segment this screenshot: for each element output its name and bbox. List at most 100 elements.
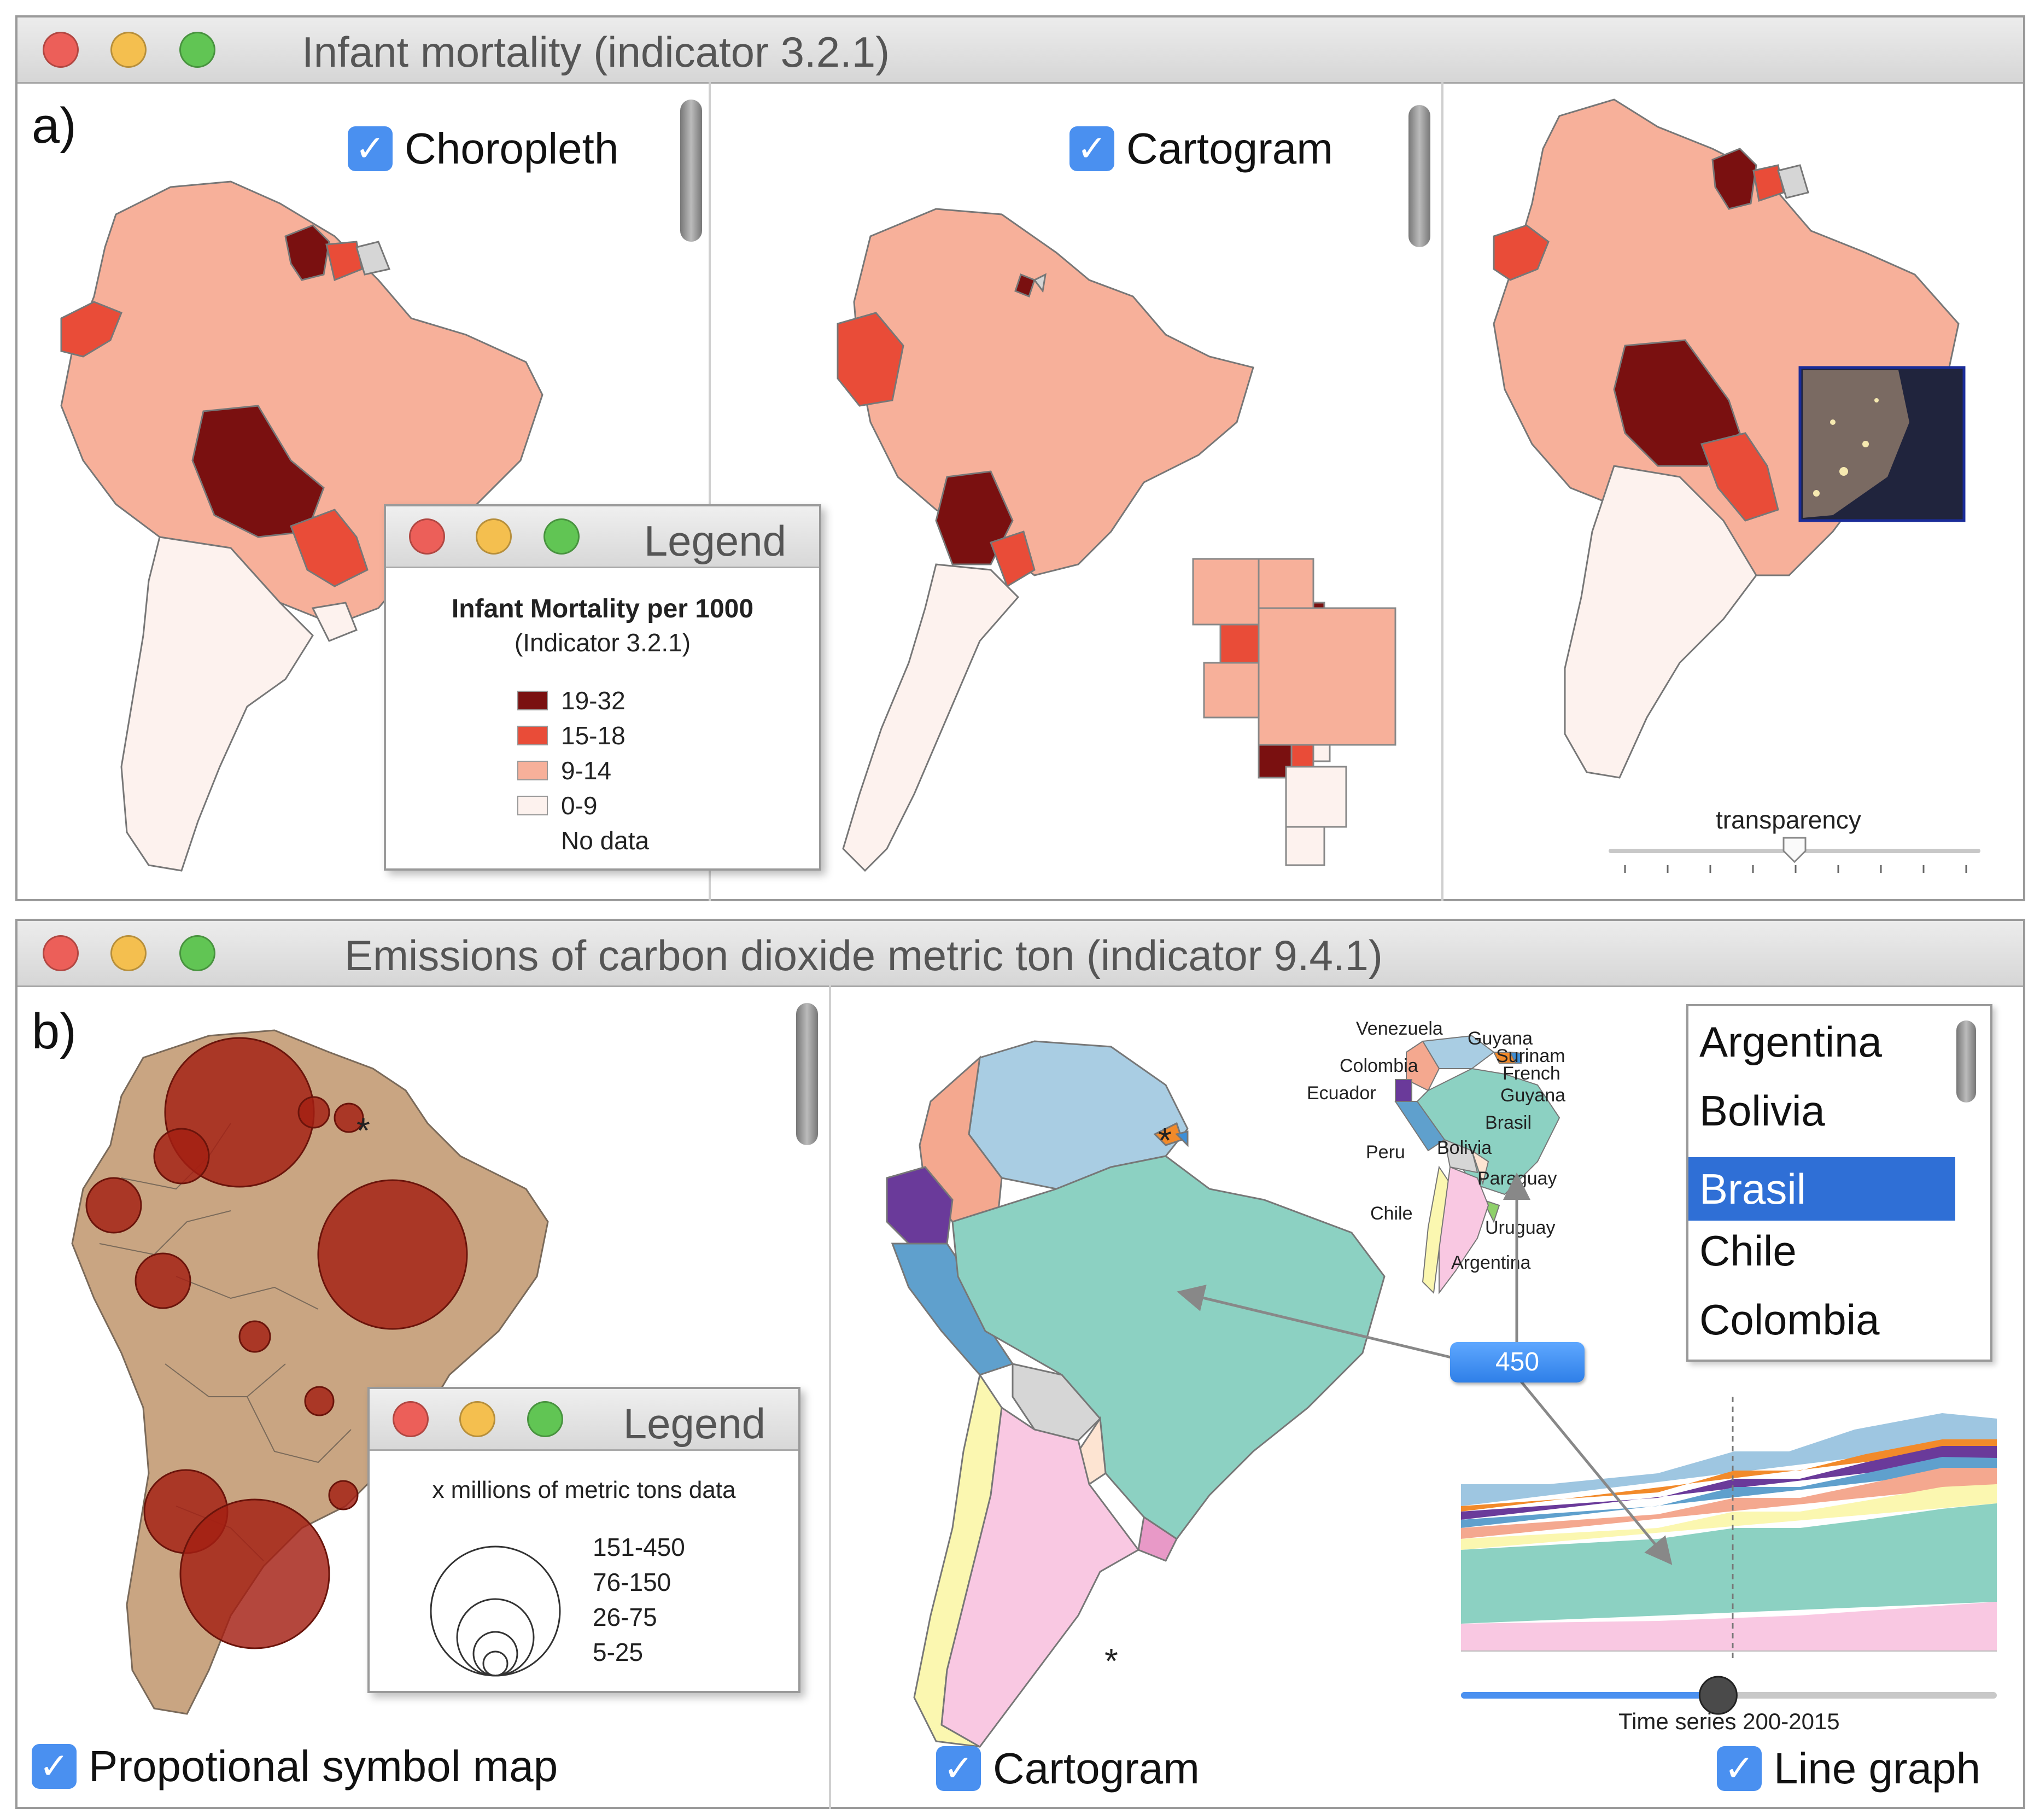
bubble-uruguay[interactable] (328, 1480, 359, 1510)
legend-title: Legend (623, 1399, 765, 1448)
proportional-symbol-checkbox[interactable]: ✓ Propotional symbol map (32, 1741, 558, 1792)
bubble-ecuador[interactable] (85, 1177, 142, 1234)
asterisk-marker: * (1104, 1641, 1118, 1681)
scrollbar[interactable] (796, 1003, 818, 1145)
legend-item: 5-25 (593, 1638, 644, 1666)
stacked-areas (1461, 1413, 1997, 1651)
legend-item: 76-150 (593, 1568, 671, 1596)
minimize-button[interactable] (110, 32, 147, 68)
list-item[interactable]: Argentina (1699, 1018, 1882, 1066)
bubble-paraguay[interactable] (304, 1386, 335, 1416)
window-co2-emissions: Emissions of carbon dioxide metric ton (… (15, 919, 2025, 1809)
transparency-slider[interactable] (1609, 837, 1991, 882)
swatch (517, 726, 548, 745)
list-scrollbar[interactable] (1956, 1020, 1976, 1102)
scrollbar[interactable] (680, 100, 702, 242)
scrollbar[interactable] (1408, 105, 1430, 247)
connector-arrows (1177, 1172, 1673, 1565)
bubble-brasil[interactable] (317, 1179, 468, 1330)
swatch (517, 691, 548, 710)
region-french-guiana (1777, 164, 1809, 199)
title-bar[interactable]: Emissions of carbon dioxide metric ton (… (17, 921, 2023, 987)
map-label-guyana2: Guyana (1500, 1085, 1566, 1106)
title-bar[interactable]: Infant mortality (indicator 3.2.1) (17, 18, 2023, 84)
transparency-label: transparency (1716, 806, 1861, 834)
bubble-guyana[interactable] (297, 1096, 330, 1129)
zoom-button[interactable] (179, 935, 215, 971)
region-north (853, 208, 1254, 576)
zoom-button[interactable] (179, 32, 215, 68)
map-label-surinam: Surinam (1496, 1046, 1565, 1066)
map-label-bolivia: Bolivia (1437, 1138, 1492, 1158)
region-uruguay[interactable] (1137, 1515, 1178, 1562)
asterisk-marker: * (1158, 1121, 1172, 1160)
cartogram-checkbox[interactable]: ✓ Cartogram (936, 1743, 1200, 1794)
region-ecuador (1493, 224, 1550, 281)
close-button[interactable] (43, 935, 79, 971)
value-tooltip[interactable]: 450 (1450, 1342, 1585, 1382)
time-slider-thumb[interactable] (1698, 1676, 1738, 1715)
legend-heading: Infant Mortality per 1000 (451, 594, 754, 623)
slider-thumb[interactable] (1782, 837, 1807, 864)
minimize-button[interactable] (476, 518, 512, 555)
legend-window[interactable]: Legend x millions of metric tons data 15… (367, 1387, 800, 1693)
minimize-button[interactable] (110, 935, 147, 971)
window-infant-mortality: Infant mortality (indicator 3.2.1) a) ✓ … (15, 15, 2025, 901)
region-argentina[interactable] (940, 1406, 1140, 1748)
bubble-suriname[interactable] (334, 1102, 364, 1133)
window-title: Emissions of carbon dioxide metric ton (… (344, 931, 1383, 979)
legend-heading: x millions of metric tons data (432, 1477, 736, 1503)
region-brasil[interactable] (951, 1155, 1386, 1541)
legend-title: Legend (644, 517, 786, 565)
choropleth-checkbox[interactable]: ✓ Choropleth (348, 124, 618, 174)
minimize-button[interactable] (459, 1401, 495, 1437)
legend-title-bar[interactable]: Legend (370, 1389, 798, 1451)
line-graph (1461, 1397, 1997, 1715)
list-item[interactable]: Bolivia (1699, 1087, 1825, 1135)
pane-divider[interactable] (1441, 82, 1443, 901)
co2-bubbles (85, 1037, 468, 1649)
check-icon[interactable]: ✓ (1069, 126, 1114, 171)
zoom-button[interactable] (527, 1401, 563, 1437)
country-list[interactable]: Argentina Bolivia Brasil Chile Colombia (1686, 1004, 1992, 1362)
panel-label: a) (32, 98, 77, 154)
check-icon[interactable]: ✓ (936, 1746, 981, 1791)
list-item[interactable]: Chile (1699, 1227, 1797, 1275)
map-label-venezuela: Venezuela (1356, 1018, 1443, 1039)
map-label-colombia: Colombia (1340, 1055, 1418, 1076)
cartogram-label: Cartogram (993, 1744, 1200, 1793)
legend-window[interactable]: Legend Infant Mortality per 1000 (Indica… (384, 504, 821, 871)
bubble-peru[interactable] (135, 1252, 191, 1309)
map-label-peru: Peru (1366, 1142, 1405, 1163)
cartogram-squares (1192, 558, 1396, 866)
check-icon[interactable]: ✓ (1717, 1746, 1762, 1791)
list-item-selected[interactable]: Brasil (1688, 1157, 1955, 1221)
pane-divider[interactable] (829, 985, 831, 1809)
region-french-guiana (355, 241, 391, 276)
zoom-button[interactable] (543, 518, 580, 555)
check-icon[interactable]: ✓ (348, 126, 393, 171)
line-graph-checkbox[interactable]: ✓ Line graph (1717, 1743, 1980, 1794)
check-icon[interactable]: ✓ (32, 1744, 77, 1789)
region-surinam[interactable] (1175, 1130, 1189, 1147)
satellite-inset[interactable] (1798, 366, 1966, 522)
bubble-colombia[interactable] (153, 1128, 210, 1185)
cartogram-checkbox[interactable]: ✓ Cartogram (1069, 124, 1333, 174)
bubble-argentina[interactable] (179, 1498, 330, 1649)
region-uruguay (311, 602, 358, 642)
region-guyanas (1014, 273, 1036, 298)
map-label-uruguay: Uruguay (1485, 1217, 1556, 1238)
time-series-label: Time series 200-2015 (1618, 1708, 1840, 1734)
choropleth-label: Choropleth (405, 124, 619, 173)
close-button[interactable] (409, 518, 445, 555)
legend-title-bar[interactable]: Legend (386, 506, 819, 568)
region-bolivia (1613, 339, 1741, 467)
close-button[interactable] (393, 1401, 429, 1437)
pane-divider[interactable] (709, 82, 711, 901)
swatch (517, 796, 548, 815)
list-item[interactable]: Colombia (1699, 1296, 1880, 1344)
legend-nodata: No data (561, 826, 650, 855)
close-button[interactable] (43, 32, 79, 68)
bubble-bolivia[interactable] (238, 1320, 271, 1353)
map-label-ecuador: Ecuador (1307, 1083, 1376, 1104)
